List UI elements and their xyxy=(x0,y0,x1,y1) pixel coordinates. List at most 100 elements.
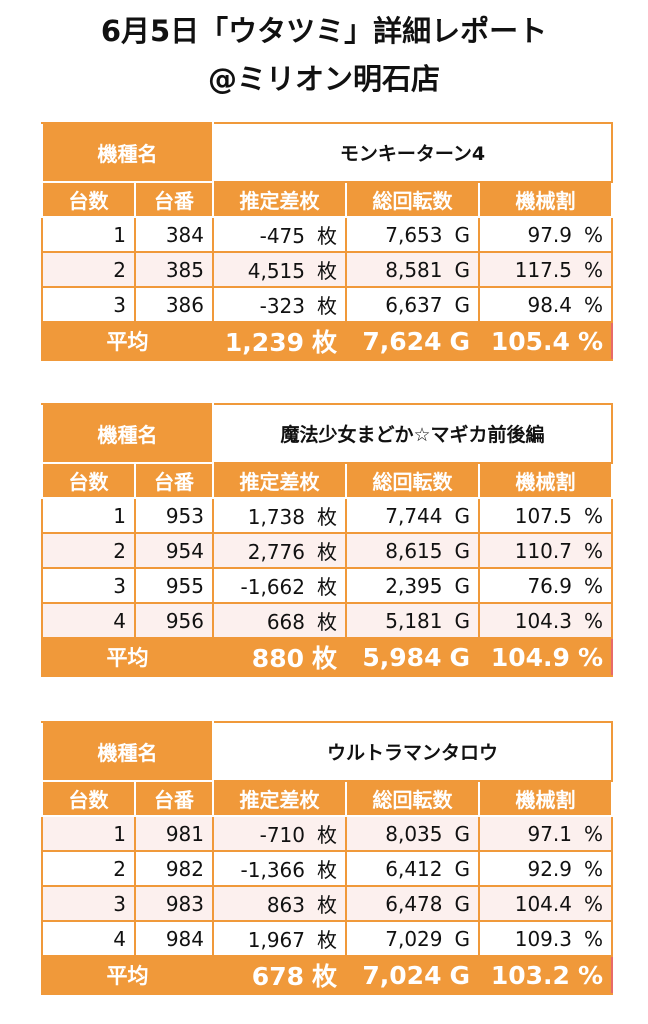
diff-value: -475 xyxy=(259,224,305,248)
spins-value: 8,581 xyxy=(385,257,443,282)
table-row: 4 956 668 枚 5,181 G 104.3% xyxy=(41,602,613,639)
medal-unit: 枚 xyxy=(317,294,337,318)
spins-value: 6,637 xyxy=(385,292,443,317)
number-cell: 385 xyxy=(134,251,214,288)
diff-value: 2,776 xyxy=(247,540,305,564)
count-cell: 4 xyxy=(41,602,136,639)
game-unit: G xyxy=(454,856,471,881)
payout-value: 97.1 xyxy=(527,821,572,846)
medal-unit: 枚 xyxy=(311,962,337,991)
medal-unit: 枚 xyxy=(317,540,337,564)
spins-value: 5,181 xyxy=(385,608,443,633)
machine-table: 機種名 モンキーターン4 台数 台番 推定差枚 総回転数 機械割 1 384 -… xyxy=(41,122,614,361)
diff-value: 668 xyxy=(266,610,305,634)
report-title: 6月5日「ウタツミ」詳細レポート xyxy=(100,14,548,48)
medal-unit: 枚 xyxy=(311,328,337,357)
medal-unit: 枚 xyxy=(317,893,337,917)
number-cell: 955 xyxy=(134,567,214,604)
game-unit: G xyxy=(454,608,471,633)
table-row: 4 984 1,967 枚 7,029 G 109.3% xyxy=(41,920,614,957)
avg-spins-value: 7,624 xyxy=(362,326,442,356)
col-count-header: 台数 xyxy=(41,462,136,499)
machine-name-header: 機種名 xyxy=(41,721,214,782)
payout-cell: 76.9% xyxy=(478,567,613,604)
average-row: 平均 1,239 枚 7,624 G 105.4% xyxy=(41,321,614,361)
game-unit: G xyxy=(454,503,471,528)
avg-diff-cell: 678 枚 xyxy=(212,955,347,995)
machine-name-header: 機種名 xyxy=(41,403,214,464)
number-cell: 982 xyxy=(134,850,214,887)
spins-value: 6,478 xyxy=(385,891,443,916)
spins-cell: 6,637 G xyxy=(345,286,480,323)
percent-unit: % xyxy=(583,503,603,528)
col-number-header: 台番 xyxy=(134,780,214,817)
diff-value: -710 xyxy=(259,823,305,847)
count-cell: 3 xyxy=(41,286,136,323)
average-row: 平均 880 枚 5,984 G 104.9% xyxy=(41,637,613,677)
col-number-header: 台番 xyxy=(134,462,214,499)
avg-diff-value: 880 xyxy=(251,644,304,673)
average-label: 平均 xyxy=(41,955,214,995)
percent-unit: % xyxy=(584,891,604,916)
game-unit: G xyxy=(454,926,471,951)
diff-value: 863 xyxy=(266,893,305,917)
spins-value: 8,035 xyxy=(385,821,443,846)
game-unit: G xyxy=(454,891,471,916)
count-cell: 2 xyxy=(41,850,136,887)
col-spins-header: 総回転数 xyxy=(345,462,480,499)
medal-unit: 枚 xyxy=(317,610,337,634)
diff-cell: -475 枚 xyxy=(212,216,347,253)
game-unit: G xyxy=(454,222,471,247)
avg-payout-value: 104.9 xyxy=(490,642,570,672)
col-diff-header: 推定差枚 xyxy=(212,181,347,218)
avg-diff-cell: 880 枚 xyxy=(212,637,347,677)
avg-spins-cell: 7,024 G xyxy=(345,955,480,995)
game-unit: G xyxy=(454,538,471,563)
payout-value: 104.4 xyxy=(514,891,572,916)
spins-value: 7,029 xyxy=(385,926,443,951)
col-spins-header: 総回転数 xyxy=(345,181,480,218)
col-diff-header: 推定差枚 xyxy=(212,462,347,499)
diff-cell: 1,967 枚 xyxy=(212,920,347,957)
table-row: 1 384 -475 枚 7,653 G 97.9% xyxy=(41,216,614,253)
percent-unit: % xyxy=(584,926,604,951)
avg-diff-value: 1,239 xyxy=(224,328,304,357)
spins-cell: 6,478 G xyxy=(345,885,480,922)
diff-cell: 863 枚 xyxy=(212,885,347,922)
col-spins-header: 総回転数 xyxy=(345,780,480,817)
avg-payout-value: 103.2 xyxy=(490,960,570,990)
diff-value: -1,366 xyxy=(240,858,305,882)
spins-cell: 7,653 G xyxy=(345,216,480,253)
percent-unit: % xyxy=(577,960,604,990)
payout-value: 109.3 xyxy=(514,926,572,951)
payout-cell: 110.7% xyxy=(478,532,613,569)
count-cell: 3 xyxy=(41,567,136,604)
avg-payout-cell: 104.9% xyxy=(478,637,613,677)
spins-value: 7,744 xyxy=(385,503,443,528)
count-cell: 1 xyxy=(41,815,136,852)
payout-cell: 97.1% xyxy=(477,815,614,852)
number-cell: 386 xyxy=(134,286,214,323)
number-cell: 953 xyxy=(134,497,214,534)
number-cell: 984 xyxy=(134,920,214,957)
number-cell: 956 xyxy=(134,602,214,639)
medal-unit: 枚 xyxy=(317,858,337,882)
percent-unit: % xyxy=(584,856,604,881)
col-number-header: 台番 xyxy=(134,181,214,218)
avg-diff-cell: 1,239 枚 xyxy=(212,321,347,361)
medal-unit: 枚 xyxy=(317,928,337,952)
count-cell: 2 xyxy=(41,251,136,288)
avg-spins-value: 5,984 xyxy=(362,642,442,672)
diff-value: -1,662 xyxy=(240,575,305,599)
avg-diff-value: 678 xyxy=(251,962,304,991)
spins-cell: 6,412 G xyxy=(345,850,480,887)
spins-cell: 8,035 G xyxy=(345,815,480,852)
col-diff-header: 推定差枚 xyxy=(212,780,347,817)
percent-unit: % xyxy=(584,292,604,317)
payout-value: 104.3 xyxy=(514,608,572,633)
diff-value: 4,515 xyxy=(247,259,305,283)
diff-value: -323 xyxy=(259,294,305,318)
diff-cell: 4,515 枚 xyxy=(212,251,347,288)
number-cell: 384 xyxy=(134,216,214,253)
table-row: 2 385 4,515 枚 8,581 G 117.5% xyxy=(41,251,614,288)
